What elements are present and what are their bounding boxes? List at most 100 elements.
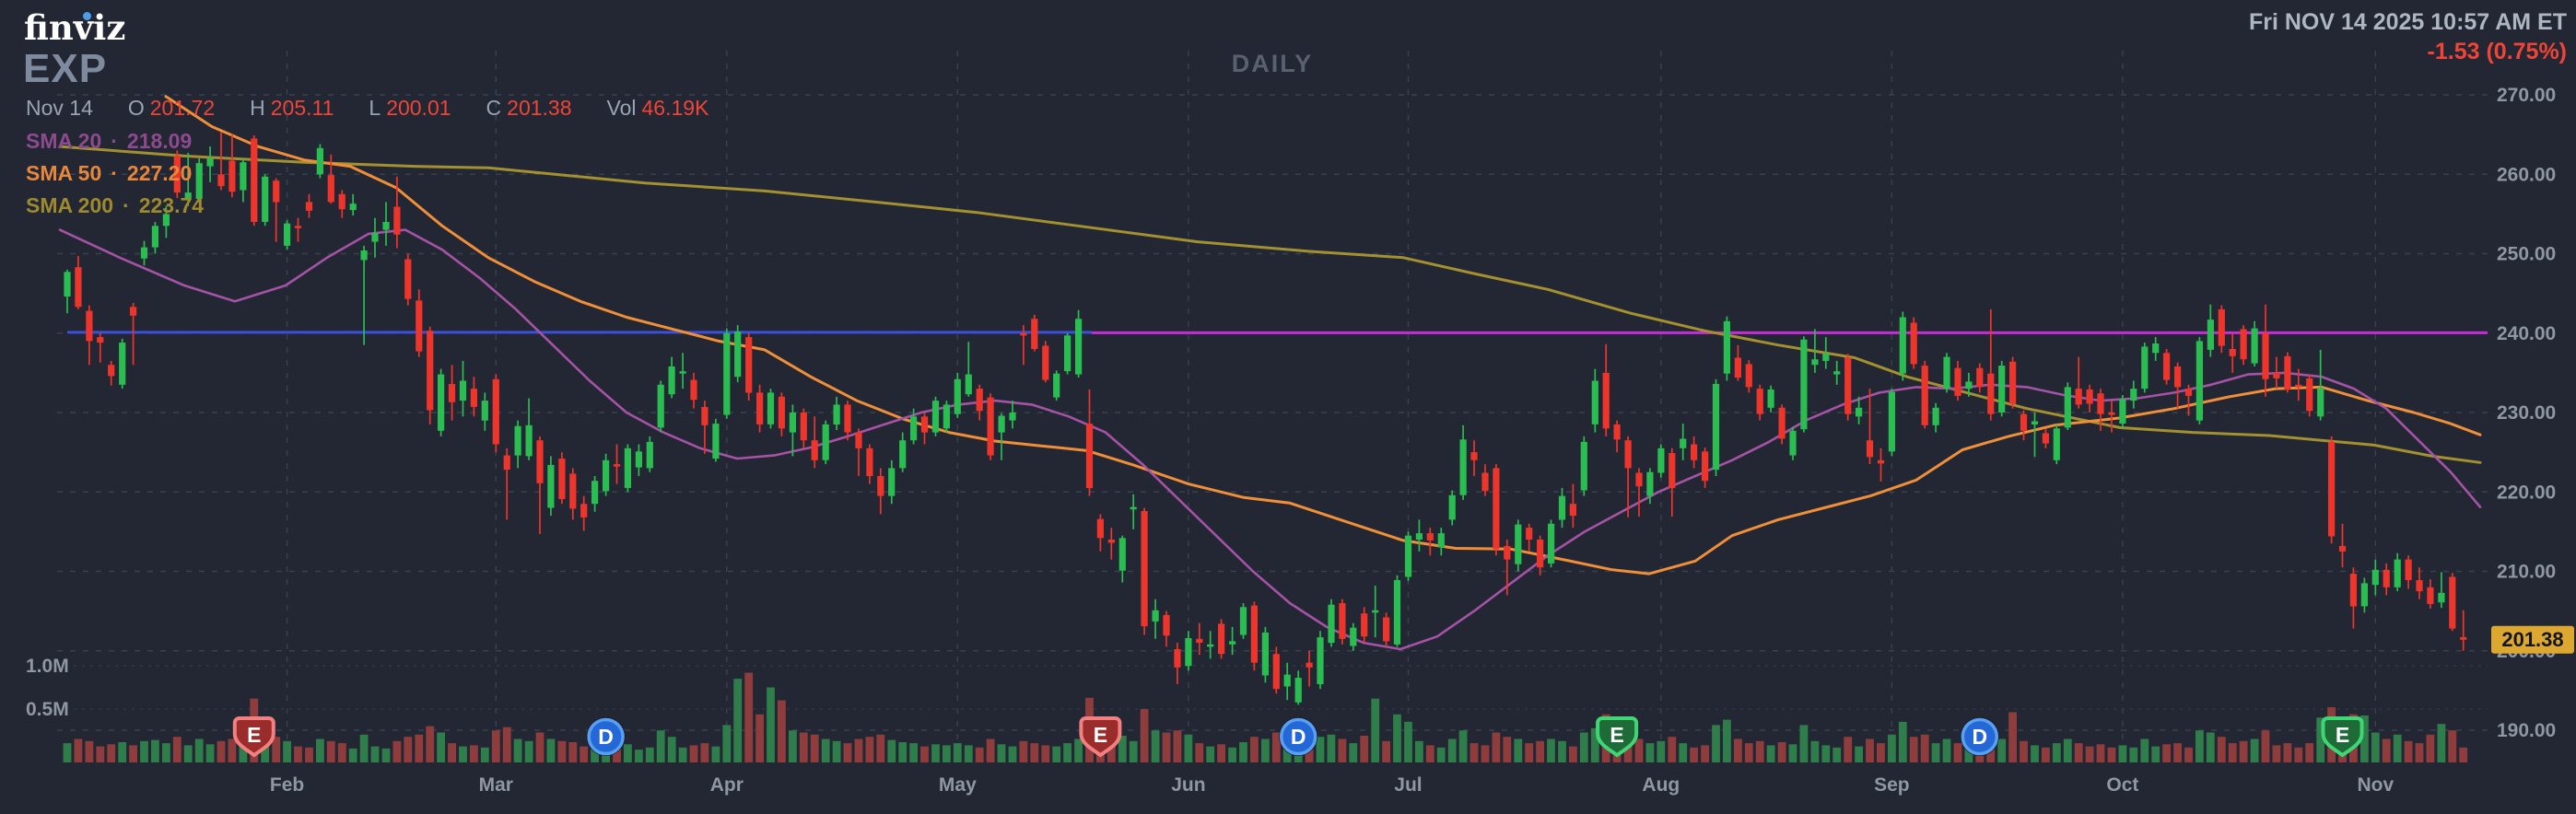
timeframe-label: DAILY xyxy=(1231,50,1314,77)
volume-bar xyxy=(1679,743,1688,762)
high-value: 205.11 xyxy=(270,96,334,120)
volume-bar xyxy=(755,714,764,762)
volume-bar xyxy=(964,745,973,762)
volume-bar xyxy=(1074,738,1083,762)
candle xyxy=(2416,580,2423,592)
volume-bar xyxy=(689,745,698,762)
volume-bar xyxy=(1810,740,1820,762)
volume-bar xyxy=(228,738,237,762)
candle xyxy=(1921,366,1928,425)
volume-tick-label: 1.0M xyxy=(26,656,69,677)
candle xyxy=(1383,617,1390,642)
volume-bar xyxy=(1436,747,1446,762)
volume-bar xyxy=(392,740,402,762)
svg-text:201.38: 201.38 xyxy=(2501,628,2563,651)
volume-bar xyxy=(1206,746,1215,762)
candle xyxy=(1107,540,1115,543)
candle xyxy=(470,389,477,407)
candle xyxy=(262,176,269,222)
volume-bar xyxy=(722,725,732,762)
earnings-badge[interactable]: E xyxy=(1079,716,1122,758)
candle xyxy=(305,202,313,211)
candle xyxy=(1822,354,1830,361)
candle xyxy=(536,440,544,483)
volume-bar xyxy=(1151,730,1160,762)
candle xyxy=(1493,468,1500,550)
svg-text:E: E xyxy=(247,723,261,747)
volume-bar xyxy=(1788,744,1797,762)
quote-date: Nov 14 xyxy=(26,96,93,120)
dividend-badge[interactable]: D xyxy=(1960,717,1999,756)
volume-bar xyxy=(1107,740,1116,762)
candle xyxy=(1515,524,1522,564)
candle xyxy=(2449,576,2456,629)
candle xyxy=(2295,384,2302,388)
candle xyxy=(184,192,192,200)
earnings-badge[interactable]: E xyxy=(232,716,275,758)
volume-bar xyxy=(1536,740,1544,762)
candle xyxy=(954,378,961,414)
volume-bar xyxy=(1349,743,1358,762)
earnings-badge[interactable]: E xyxy=(1596,716,1639,758)
volume-bar xyxy=(1041,745,1050,762)
volume-bar xyxy=(1261,738,1270,762)
month-label: Nov xyxy=(2357,774,2394,796)
volume-bar xyxy=(1799,725,1809,762)
candle xyxy=(130,307,137,316)
candle xyxy=(866,448,873,476)
candle xyxy=(1031,319,1038,349)
candle xyxy=(1415,533,1423,540)
volume-bar xyxy=(1492,732,1501,762)
candle xyxy=(1811,359,1819,366)
volume-bar xyxy=(557,740,567,762)
volume-bar xyxy=(1766,745,1775,762)
volume-bar xyxy=(1469,743,1479,762)
volume-bar xyxy=(1866,738,1874,762)
volume-bar xyxy=(767,687,775,762)
candle xyxy=(580,504,588,517)
candle xyxy=(1218,623,1225,655)
volume-bar xyxy=(205,744,215,762)
candle xyxy=(349,204,357,211)
dividend-badge[interactable]: D xyxy=(1279,717,1318,756)
candle xyxy=(2427,587,2434,604)
candle xyxy=(1020,332,1027,336)
volume-bar xyxy=(2239,740,2248,762)
candle xyxy=(2108,413,2115,415)
dividend-badge[interactable]: D xyxy=(586,717,626,756)
volume-bar xyxy=(1503,737,1512,762)
candle xyxy=(1998,366,2006,413)
volume-bar xyxy=(667,737,676,762)
volume-bar xyxy=(975,747,984,762)
volume-bar xyxy=(1942,738,1951,762)
volume-bar xyxy=(326,740,335,762)
svg-text:D: D xyxy=(1972,725,1987,749)
candle xyxy=(316,147,323,175)
volume-bar xyxy=(2382,738,2391,762)
candle xyxy=(2405,559,2412,580)
volume-bar xyxy=(2448,730,2457,762)
volume-bar xyxy=(491,730,500,762)
x-axis-labels: Feb Mar Apr May Jun Jul Aug Sep Oct Nov xyxy=(270,774,2395,796)
volume-bar xyxy=(2184,747,2193,762)
candle xyxy=(327,175,334,203)
finviz-logo[interactable]: finviz xyxy=(24,7,126,48)
volume-bar xyxy=(437,732,445,762)
open-label: O xyxy=(127,96,145,120)
volume-bar xyxy=(1634,738,1644,762)
volume-bar xyxy=(272,737,281,762)
sma200-value: 223.74 xyxy=(138,193,205,217)
volume-bar xyxy=(2294,747,2303,762)
candle xyxy=(1372,610,1379,613)
candle xyxy=(1789,430,1797,456)
volume-axis: 1.0M 0.5M xyxy=(26,656,2488,720)
volume-bar xyxy=(1162,732,1171,762)
volume-bar xyxy=(1777,742,1786,762)
volume-bar xyxy=(1063,743,1071,762)
earnings-badge[interactable]: E xyxy=(2321,716,2364,758)
volume-bar xyxy=(2052,743,2061,762)
candle xyxy=(1141,511,1148,627)
candle xyxy=(1064,335,1071,372)
